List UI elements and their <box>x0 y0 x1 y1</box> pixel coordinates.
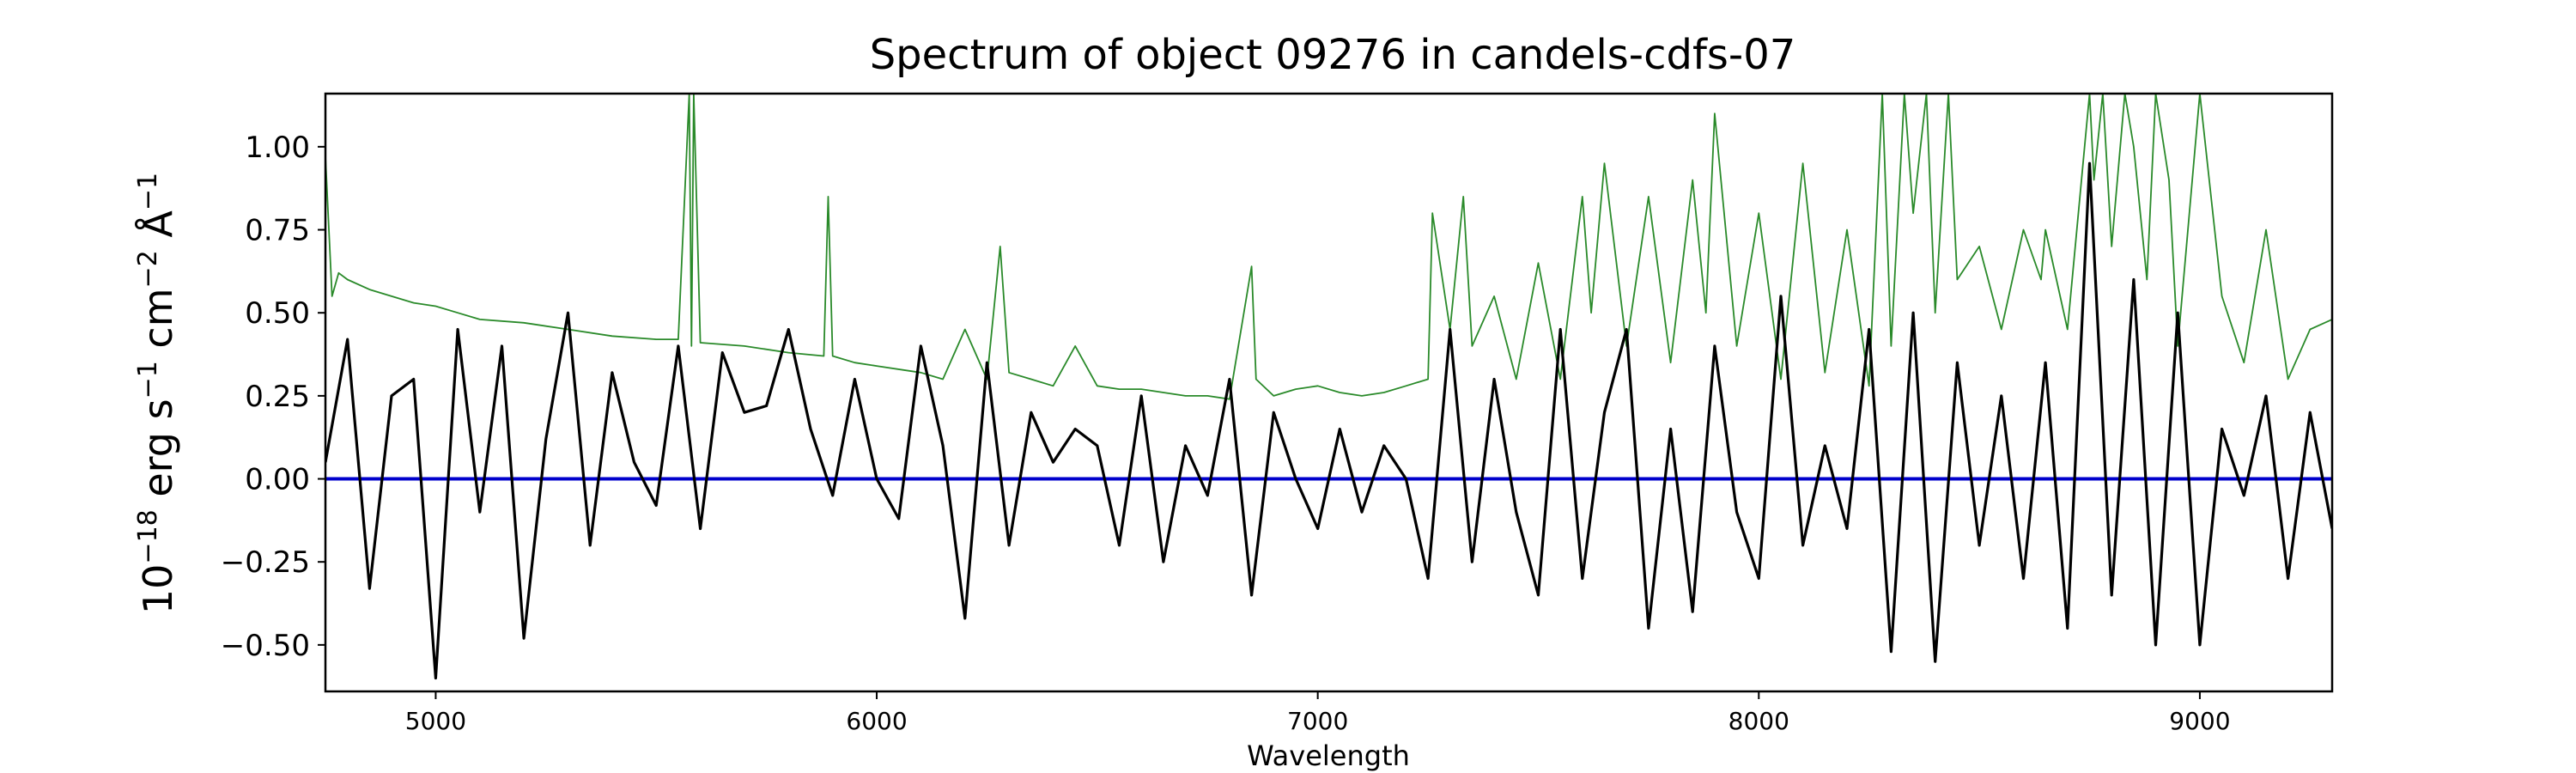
ylabel-angstrom: Å <box>135 210 181 251</box>
x-tick-label: 6000 <box>846 707 907 735</box>
ylabel-exp-1: −18 <box>133 509 163 563</box>
y-tick-label: 1.00 <box>245 131 310 165</box>
error-series-line <box>325 94 2332 400</box>
x-tick-label: 5000 <box>405 707 466 735</box>
ylabel-base: 10 <box>135 564 181 615</box>
x-axis: 5000 6000 7000 8000 9000 <box>405 691 2231 735</box>
y-axis-label: 10−18 erg s−1 cm−2 Å−1 <box>133 173 181 614</box>
ylabel-exp-3: −2 <box>133 250 163 288</box>
x-tick-label: 7000 <box>1287 707 1348 735</box>
x-tick-label: 8000 <box>1728 707 1789 735</box>
y-tick-label: −0.50 <box>221 629 310 663</box>
x-tick-label: 9000 <box>2169 707 2230 735</box>
y-tick-label: 0.75 <box>245 214 310 248</box>
y-tick-label: 0.00 <box>245 463 310 497</box>
ylabel-exp-4: −1 <box>133 173 163 210</box>
axes-frame <box>324 92 2334 693</box>
chart-title: Spectrum of object 09276 in candels-cdfs… <box>870 31 1796 79</box>
x-axis-label: Wavelength <box>1247 740 1410 772</box>
flux-series-line <box>325 161 2332 680</box>
ylabel-exp-2: −1 <box>133 361 163 399</box>
y-tick-label: −0.25 <box>221 545 310 580</box>
ylabel-erg: erg s <box>135 399 181 509</box>
ylabel-cm: cm <box>135 288 181 361</box>
y-tick-label: 0.25 <box>245 380 310 414</box>
y-tick-label: 0.50 <box>245 296 310 331</box>
plot-area <box>325 94 2332 680</box>
y-axis: −0.50 −0.25 0.00 0.25 0.50 0.75 1.00 <box>221 131 325 663</box>
